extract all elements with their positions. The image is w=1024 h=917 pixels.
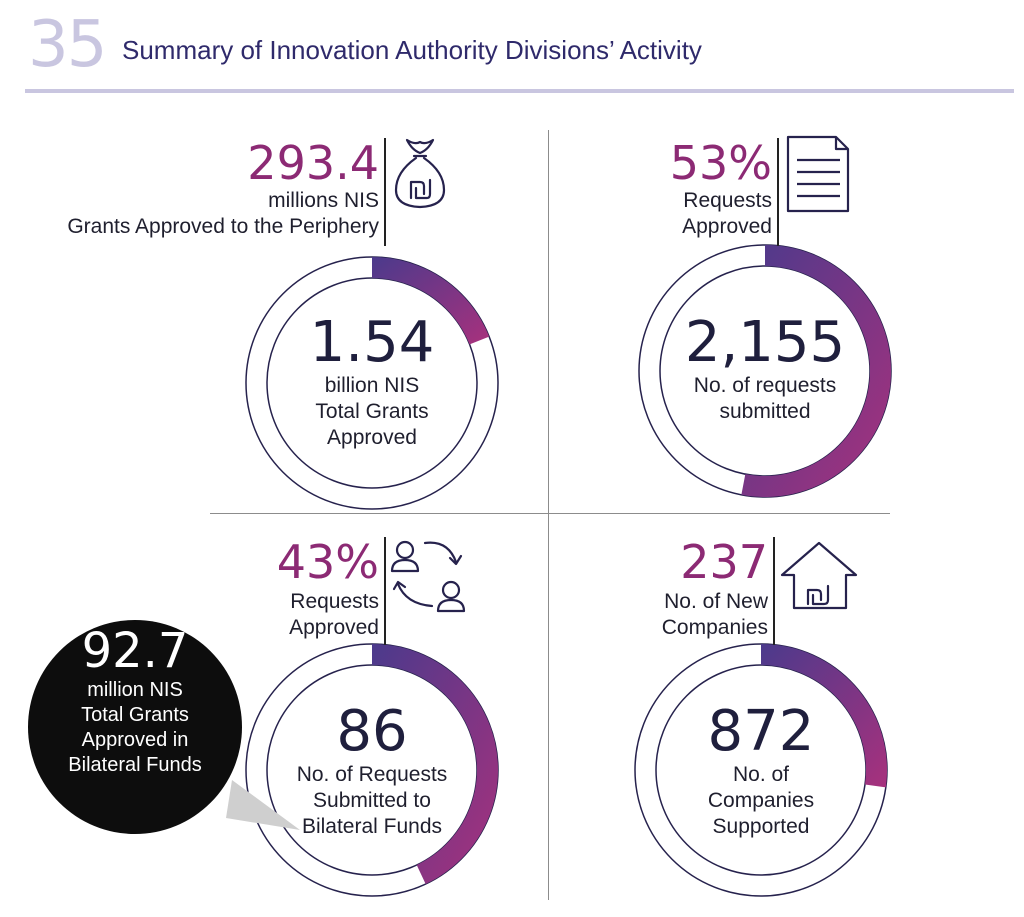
callout-line: Total Grants [81,704,189,726]
arc-grants-periphery [372,257,490,345]
money-bag-shekel-icon [394,138,446,209]
document-icon [786,135,850,213]
center-line: Supported [712,815,810,838]
house-shekel-icon [780,541,858,610]
center-value: 86 [336,699,408,764]
callout-bilateral-funds: 92.7 million NIS Total Grants Approved i… [29,624,241,778]
label-line: Approved [682,215,772,238]
callout-bubble [28,620,242,834]
callout-line: Approved in [81,729,189,751]
center-line: Companies [707,789,815,812]
callout-pointer [226,780,300,830]
callout-line: Bilateral Funds [68,754,202,776]
center-value: 1.54 [309,310,435,375]
center-line: Approved [327,426,417,449]
center-line: No. of requests [693,374,837,397]
label-line: Grants Approved to the Periphery [67,215,379,238]
center-line: Submitted to [313,789,431,812]
headline-bilateral: 43% [276,535,379,589]
label-line: Companies [661,616,768,639]
page-title: Summary of Innovation Authority Division… [122,35,702,65]
center-line: Bilateral Funds [301,815,443,838]
headline-companies: 237 [680,535,768,589]
center-line: No. of Requests [296,763,448,786]
headline-grants: 293.4 [247,136,379,190]
label-line: millions NIS [268,189,379,212]
label-line: Approved [289,616,379,639]
people-exchange-icon [390,540,466,613]
callout-line: million NIS [87,679,183,701]
label-bilateral: Requests Approved [179,589,379,641]
label-requests: Requests Approved [572,188,772,240]
arc-requests-approved [741,245,892,497]
center-requests: 2,155 No. of requests submitted [660,313,870,425]
divider-vertical [548,130,549,900]
label-companies: No. of New Companies [568,589,768,641]
label-line: Requests [290,590,379,613]
center-value: 872 [707,699,815,764]
label-line: No. of New [664,590,768,613]
arc-bilateral-approved [372,644,498,885]
arc-new-companies [761,644,888,788]
center-grants: 1.54 billion NIS Total Grants Approved [267,313,477,451]
label-line: Requests [683,189,772,212]
center-line: Total Grants [315,400,429,423]
center-bilateral: 86 No. of Requests Submitted to Bilatera… [267,702,477,840]
center-line: billion NIS [324,374,420,397]
center-companies: 872 No. of Companies Supported [656,702,866,840]
label-grants: millions NIS Grants Approved to the Peri… [0,188,379,240]
center-value: 2,155 [684,310,846,375]
center-line: No. of [732,763,790,786]
header-rule [25,89,1014,93]
divider-horizontal [210,513,890,514]
chapter-number: 35 [28,8,107,82]
center-line: submitted [719,400,811,423]
callout-value: 92.7 [81,623,189,679]
headline-requests: 53% [669,136,772,190]
